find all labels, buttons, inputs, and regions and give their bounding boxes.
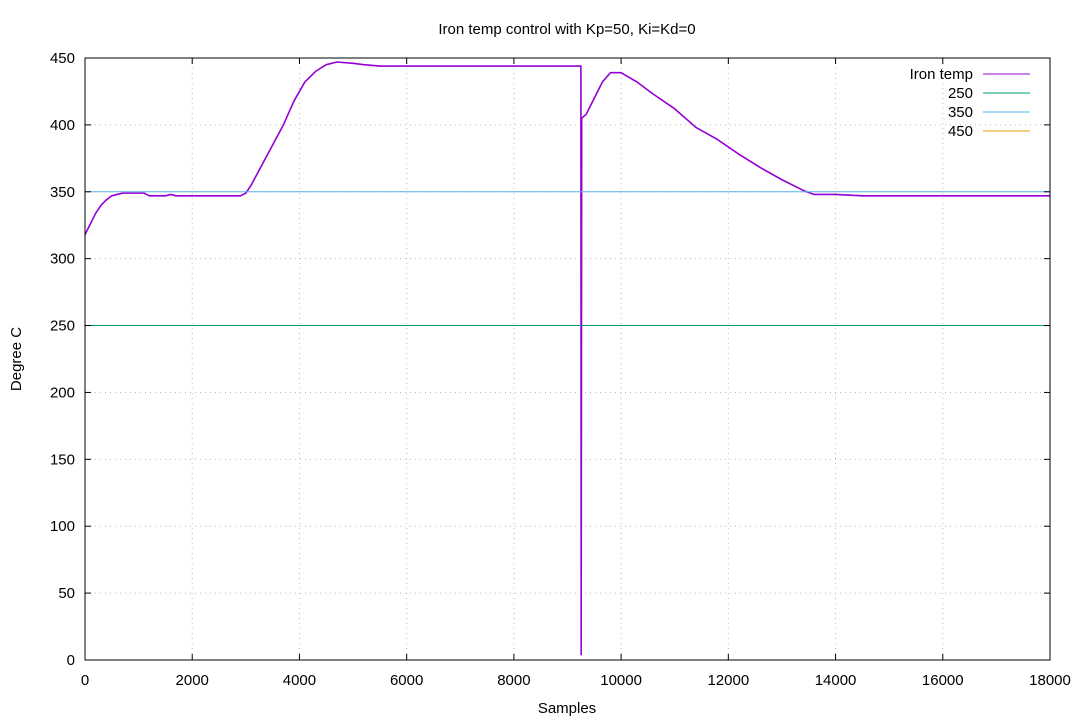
grid	[85, 58, 1050, 660]
x-tick-label: 18000	[1029, 672, 1071, 689]
y-tick-label: 250	[50, 318, 75, 335]
y-axis-label: Degree C	[8, 327, 25, 391]
plot-area	[84, 57, 1050, 656]
y-tick-label: 300	[50, 251, 75, 268]
legend-iron-temp-label: Iron temp	[910, 66, 973, 83]
x-tick-label: 8000	[497, 672, 530, 689]
y-tick-label: 350	[50, 184, 75, 201]
legend: Iron temp 250 350 450	[910, 66, 1030, 140]
chart-title: Iron temp control with Kp=50, Ki=Kd=0	[438, 21, 695, 38]
y-tick-label: 450	[50, 50, 75, 67]
y-tick-label: 150	[50, 451, 75, 468]
x-tick-label: 10000	[600, 672, 642, 689]
y-tick-label: 400	[50, 117, 75, 134]
y-tick-label: 200	[50, 384, 75, 401]
legend-350-label: 350	[948, 104, 973, 121]
x-tick-label: 2000	[176, 672, 209, 689]
x-tick-label: 12000	[707, 672, 749, 689]
legend-250-label: 250	[948, 85, 973, 102]
plot-frame	[84, 57, 1051, 661]
x-tick-label: 0	[81, 672, 89, 689]
series-iron-temp-line	[84, 61, 1050, 656]
x-tick-label: 14000	[815, 672, 857, 689]
y-tick-label: 50	[58, 585, 75, 602]
axis-ticks: 0 2000 4000 6000 8000 10000 12000 14000 16000 180…	[50, 50, 1071, 689]
legend-450-label: 450	[948, 123, 973, 140]
x-axis-label: Samples	[538, 700, 596, 717]
x-tick-label: 4000	[283, 672, 316, 689]
y-tick-label: 100	[50, 518, 75, 535]
y-tick-label: 0	[67, 652, 75, 669]
x-tick-label: 6000	[390, 672, 423, 689]
x-tick-label: 16000	[922, 672, 964, 689]
